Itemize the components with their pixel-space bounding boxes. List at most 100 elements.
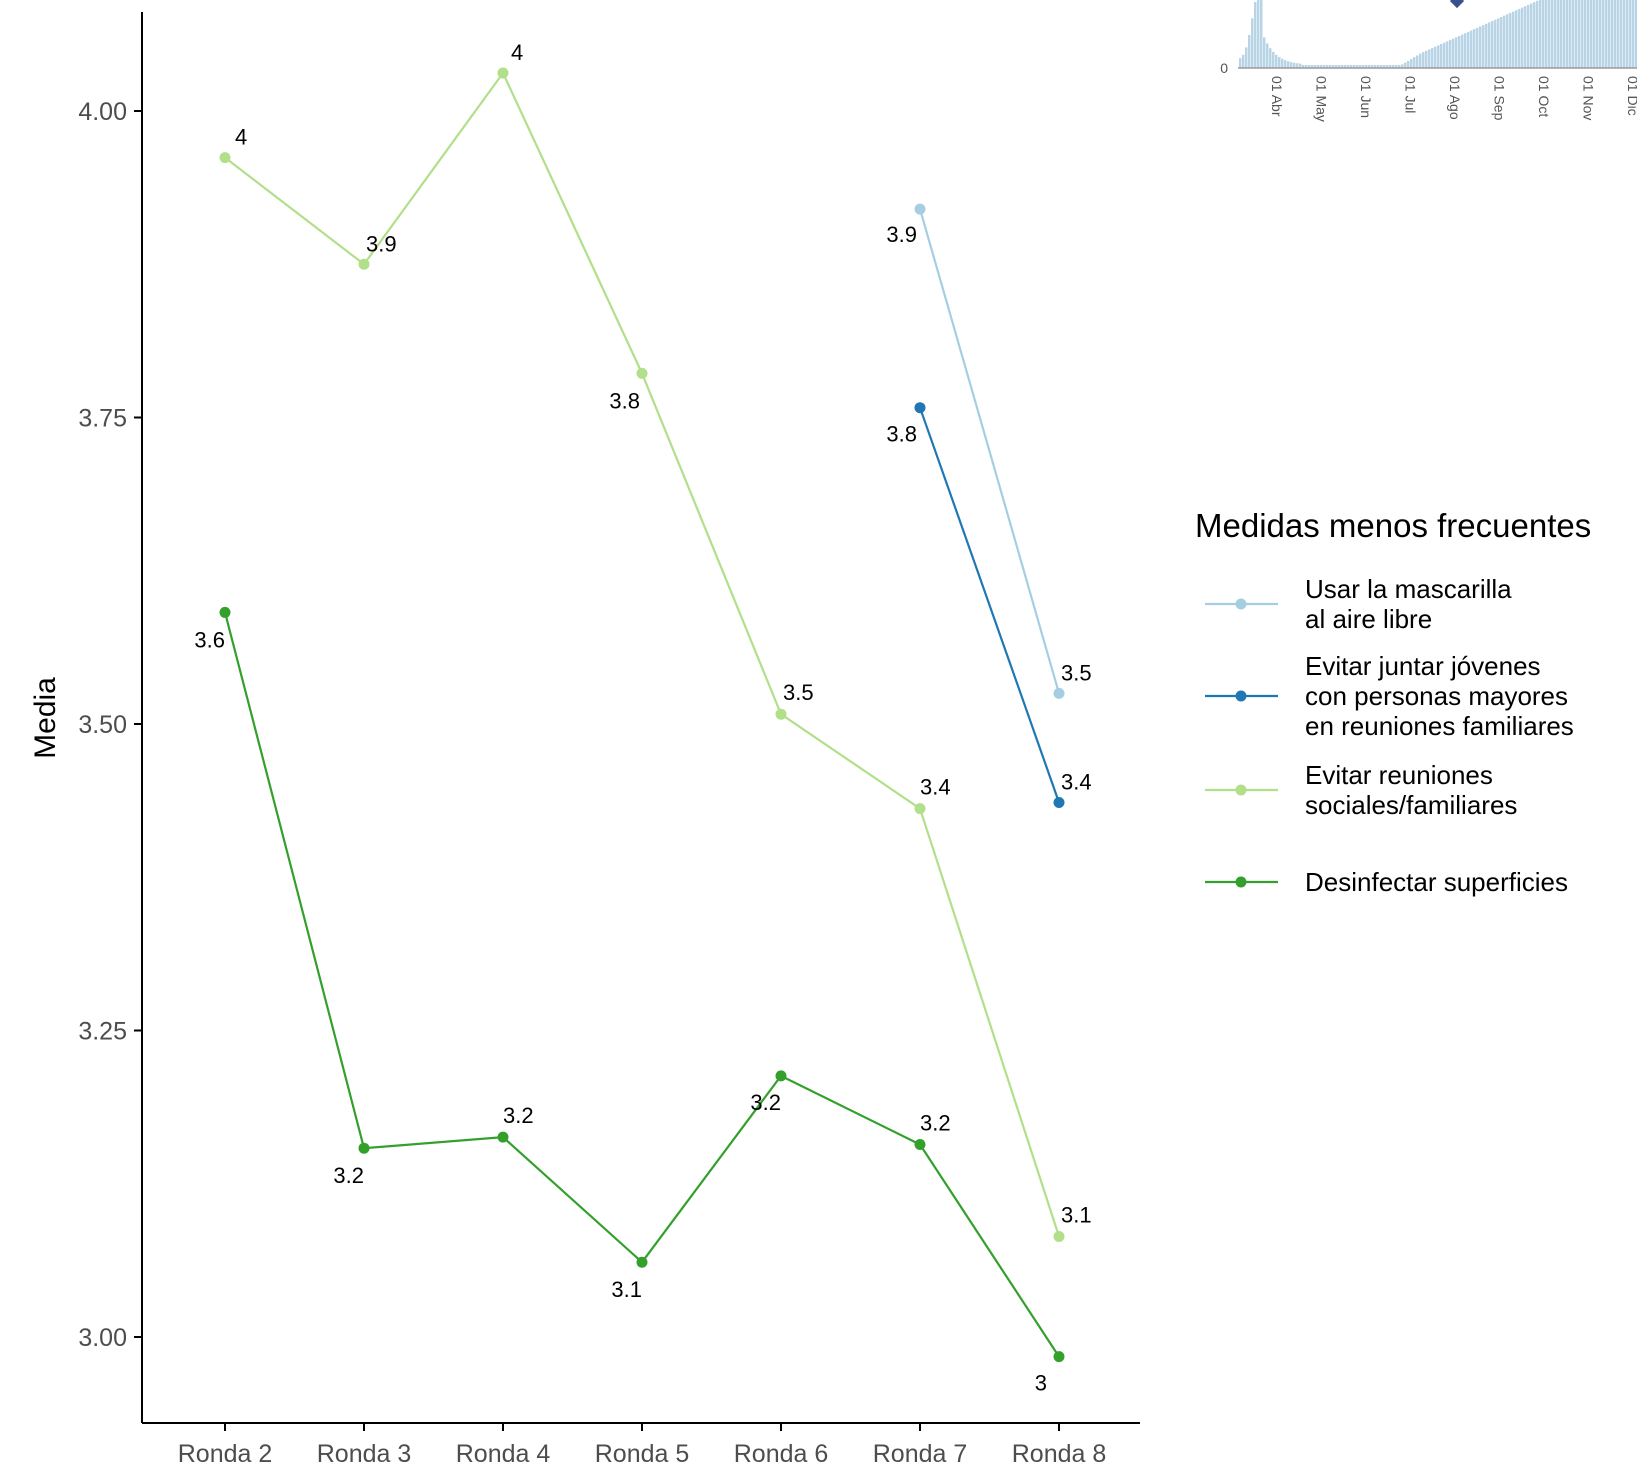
inset-bar <box>1350 65 1353 68</box>
inset-bar <box>1548 0 1551 68</box>
inset-x-label: 01 May <box>1314 76 1330 122</box>
inset-bar <box>1368 65 1371 68</box>
inset-bar <box>1395 65 1398 68</box>
legend-label: con personas mayores <box>1305 681 1568 711</box>
y-tick-label: 3.50 <box>78 711 127 739</box>
inset-bar <box>1362 65 1365 68</box>
data-label: 3.9 <box>366 231 397 256</box>
data-label: 4 <box>511 40 523 65</box>
data-point <box>914 803 926 815</box>
inset-bar <box>1365 65 1368 68</box>
inset-bar <box>1263 37 1266 68</box>
inset-x-label: 01 Ago <box>1447 76 1463 120</box>
data-label: 3.5 <box>1061 660 1092 685</box>
inset-bar <box>1452 38 1455 68</box>
y-ticks: 3.00 3.25 3.50 3.75 4.00 <box>78 98 142 1352</box>
inset-bar <box>1623 0 1626 68</box>
y-axis-title: Media <box>29 677 62 759</box>
x-tick-label: Ronda 6 <box>734 1440 829 1468</box>
inset-bar <box>1389 65 1392 68</box>
inset-bar <box>1494 19 1497 68</box>
data-label: 3.4 <box>920 775 951 800</box>
inset-histogram: 0 01 Abr 01 May 01 Jun 01 Jul 01 Ago 01 Sep 01 … <box>1220 0 1637 122</box>
inset-bar <box>1359 65 1362 68</box>
inset-bar <box>1479 26 1482 68</box>
inset-bar <box>1380 65 1383 68</box>
inset-bar <box>1509 12 1512 68</box>
inset-x-label: 01 Abr <box>1269 76 1285 117</box>
data-point <box>358 258 370 270</box>
inset-bar <box>1326 65 1329 68</box>
inset-bar <box>1260 0 1263 68</box>
legend-title: Medidas menos frecuentes <box>1195 507 1591 544</box>
inset-bar <box>1443 42 1446 68</box>
inset-bar <box>1266 43 1269 68</box>
data-point <box>914 203 926 215</box>
inset-bar <box>1323 65 1326 68</box>
inset-bar <box>1347 65 1350 68</box>
inset-bar <box>1338 65 1341 68</box>
x-ticks: Ronda 2 Ronda 3 Ronda 4 Ronda 5 Ronda 6 Ronda… <box>178 1423 1107 1468</box>
inset-bar <box>1287 61 1290 68</box>
inset-bar <box>1407 60 1410 68</box>
inset-bar <box>1551 0 1554 68</box>
legend-key-point <box>1235 690 1247 702</box>
inset-bar <box>1518 8 1521 68</box>
data-label: 3 <box>1035 1371 1047 1396</box>
data-point <box>497 67 509 79</box>
inset-bar <box>1305 65 1308 68</box>
inset-bar <box>1470 30 1473 68</box>
data-point <box>1053 1351 1065 1363</box>
x-tick-label: Ronda 8 <box>1012 1440 1107 1468</box>
inset-bar <box>1461 34 1464 68</box>
inset-bar <box>1569 0 1572 68</box>
inset-bar <box>1251 18 1254 68</box>
data-point <box>1053 1230 1065 1242</box>
inset-bar <box>1476 27 1479 68</box>
inset-bar <box>1329 65 1332 68</box>
inset-bar <box>1320 65 1323 68</box>
inset-bar <box>1302 65 1305 68</box>
inset-bar <box>1284 60 1287 68</box>
legend-key-point <box>1235 598 1247 610</box>
data-label: 3.9 <box>886 222 917 247</box>
data-point <box>636 1256 648 1268</box>
inset-bar <box>1272 51 1275 68</box>
inset-bar <box>1626 0 1629 68</box>
inset-bar <box>1275 54 1278 68</box>
inset-bar <box>1404 62 1407 68</box>
inset-bar <box>1473 29 1476 68</box>
inset-bar <box>1506 14 1509 69</box>
inset-bar <box>1431 48 1434 68</box>
inset-x-label: 01 Oct <box>1536 76 1552 117</box>
inset-x-label: 01 Nov <box>1581 76 1597 120</box>
data-point <box>775 708 787 720</box>
inset-bar <box>1257 0 1260 68</box>
data-label: 3.5 <box>783 680 814 705</box>
series-line-3 <box>224 70 1061 1237</box>
inset-bar <box>1293 62 1296 68</box>
inset-bar <box>1239 58 1242 68</box>
inset-bar <box>1491 21 1494 68</box>
inset-bar <box>1620 0 1623 68</box>
series-line-1 <box>918 208 1061 694</box>
inset-bar <box>1428 49 1431 68</box>
data-label: 4 <box>235 125 247 150</box>
inset-bar <box>1335 65 1338 68</box>
data-label: 3.2 <box>750 1090 781 1115</box>
inset-bar <box>1524 6 1527 68</box>
inset-bar <box>1353 65 1356 68</box>
legend-label: al aire libre <box>1305 604 1432 634</box>
inset-bar <box>1563 0 1566 68</box>
inset-bar <box>1383 65 1386 68</box>
inset-bar <box>1629 0 1632 68</box>
inset-bar <box>1497 18 1500 69</box>
inset-bar <box>1308 65 1311 68</box>
inset-x-label: 01 Sep <box>1492 76 1508 121</box>
data-point <box>1053 796 1065 808</box>
inset-bar <box>1245 47 1248 68</box>
inset-bar <box>1578 0 1581 68</box>
inset-bar <box>1584 0 1587 68</box>
inset-bar <box>1539 0 1542 68</box>
